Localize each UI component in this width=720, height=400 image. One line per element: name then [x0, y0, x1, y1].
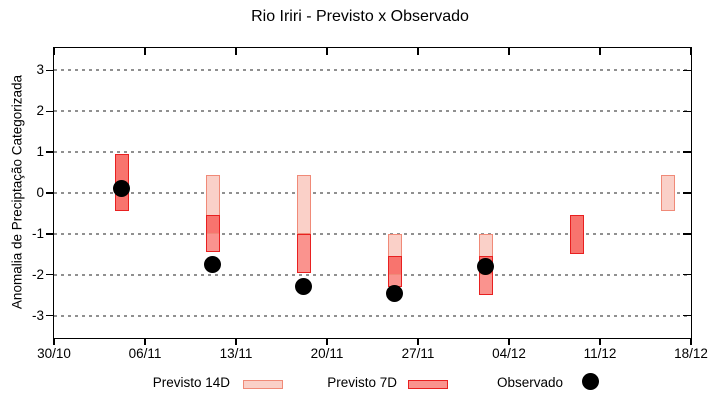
- x-tick-bottom: [53, 338, 55, 345]
- forecast-7d-bar-border: [205, 215, 220, 253]
- y-tick-left: [46, 233, 54, 235]
- forecast-overlap-region: [205, 215, 220, 234]
- forecast-7d-bar-border: [569, 215, 584, 255]
- x-tick-label: 04/12: [492, 346, 526, 361]
- observed-dot: [113, 180, 131, 198]
- y-tick-left: [46, 192, 54, 194]
- legend-label-observado: Observado: [496, 375, 563, 390]
- gridline: [54, 232, 691, 235]
- x-tick-top: [326, 48, 328, 55]
- x-tick-bottom: [326, 338, 328, 345]
- x-tick-label: 13/11: [219, 346, 253, 361]
- forecast-overlap-region: [569, 215, 584, 255]
- y-tick-left: [46, 69, 54, 72]
- x-tick-label: 27/11: [401, 346, 435, 361]
- y-tick-left: [46, 314, 54, 317]
- gridline: [54, 273, 691, 276]
- legend-label-previsto-14d: Previsto 14D: [152, 375, 230, 390]
- y-tick-label: 0: [36, 185, 44, 200]
- x-tick-label: 30/10: [37, 346, 71, 361]
- legend-key-observado-dot: [582, 373, 599, 390]
- forecast-7d-bar: [296, 233, 311, 273]
- forecast-14d-bar: [296, 174, 311, 234]
- observed-dot: [295, 278, 313, 296]
- plot-area: 3 2 1 0 -1 -2 -3 30/10 06/11 13/11 20/11 27/11 04/12…: [32, 47, 708, 361]
- y-tick-right: [683, 110, 691, 113]
- gridline: [54, 69, 691, 72]
- y-tick-label: -1: [31, 225, 44, 241]
- gridline: [54, 110, 691, 113]
- observed-dot: [477, 258, 495, 276]
- y-tick-left: [46, 273, 54, 276]
- x-tick-top: [508, 48, 510, 55]
- y-tick-label: -3: [31, 307, 44, 323]
- x-tick-label: 11/12: [583, 346, 617, 361]
- x-tick-bottom: [599, 338, 601, 345]
- y-tick-right: [683, 151, 691, 153]
- y-tick-label: 1: [36, 144, 44, 160]
- y-tick-label: -2: [31, 266, 44, 282]
- gridline: [54, 314, 691, 317]
- y-tick-right: [683, 69, 691, 72]
- x-tick-bottom: [508, 338, 510, 345]
- x-tick-bottom: [235, 338, 237, 345]
- x-tick-label: 06/11: [128, 346, 162, 361]
- forecast-7d-bar-border: [387, 256, 402, 287]
- forecast-7d-bar-border: [478, 256, 493, 296]
- legend-key-previsto-14d-box: [243, 380, 283, 389]
- observed-dot: [386, 284, 404, 302]
- observed-dot: [204, 255, 222, 273]
- y-tick-label: 3: [36, 62, 44, 78]
- legend-key-previsto-7d-box: [408, 380, 448, 389]
- y-tick-right: [683, 233, 691, 235]
- x-tick-top: [144, 48, 146, 55]
- y-tick-right: [683, 314, 691, 317]
- x-tick-label: 18/12: [674, 346, 708, 361]
- x-tick-bottom: [144, 338, 146, 345]
- forecast-14d-bar-border: [387, 233, 402, 275]
- x-tick-label: 20/11: [310, 346, 344, 361]
- forecast-14d-bar-border: [205, 174, 220, 234]
- y-tick-right: [683, 192, 691, 194]
- x-tick-bottom: [417, 338, 419, 345]
- gridline: [54, 192, 691, 194]
- forecast-7d-bar-border: [296, 233, 311, 273]
- legend-label-previsto-7d: Previsto 7D: [327, 375, 397, 390]
- forecast-14d-bar-border: [296, 174, 311, 234]
- x-tick-top: [599, 48, 601, 55]
- x-tick-top: [235, 48, 237, 55]
- gridline: [54, 151, 691, 154]
- x-tick-top: [53, 48, 55, 55]
- forecast-14d-bar-border: [660, 174, 675, 212]
- forecast-overlap-region: [387, 256, 402, 275]
- y-tick-right: [683, 273, 691, 276]
- x-tick-top: [690, 48, 692, 55]
- y-tick-label: 2: [36, 103, 44, 119]
- x-tick-top: [417, 48, 419, 55]
- chart-title: Rio Iriri - Previsto x Observado: [251, 8, 469, 25]
- x-tick-bottom: [690, 338, 692, 345]
- y-tick-left: [46, 151, 54, 153]
- forecast-14d-bar: [660, 174, 675, 212]
- y-tick-left: [46, 110, 54, 113]
